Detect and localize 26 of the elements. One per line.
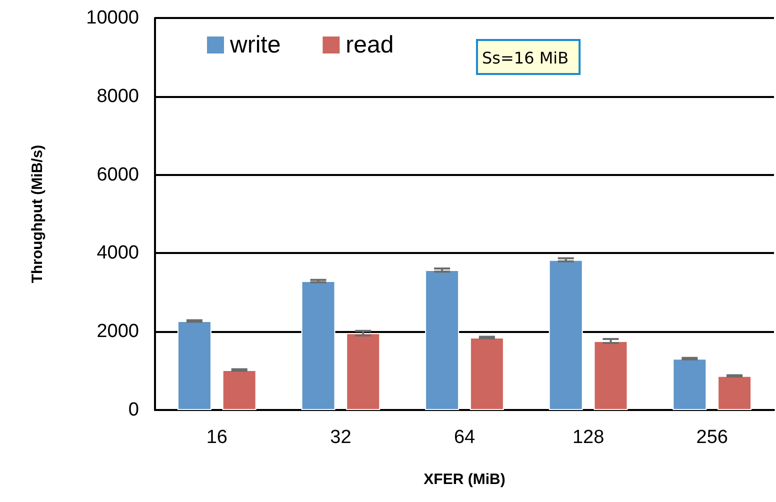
y-tick-label: 8000 xyxy=(96,86,139,107)
x-tick-label: 32 xyxy=(330,427,352,448)
x-axis-title: XFER (MiB) xyxy=(424,471,506,488)
bar xyxy=(594,341,628,410)
x-tick-label: 256 xyxy=(696,427,728,448)
bar xyxy=(672,358,707,410)
y-tick-label: 10000 xyxy=(86,8,139,28)
bar xyxy=(301,281,336,410)
x-tick-label: 16 xyxy=(206,427,228,448)
bar xyxy=(177,321,212,410)
y-tick-label: 6000 xyxy=(96,164,139,186)
x-tick-label: 64 xyxy=(454,427,476,448)
y-tick-label: 0 xyxy=(128,400,139,420)
y-tick-label: 4000 xyxy=(96,242,139,264)
bar xyxy=(548,260,583,410)
bar xyxy=(222,370,256,410)
bar xyxy=(425,270,460,410)
bar xyxy=(470,337,504,410)
y-tick-label: 2000 xyxy=(96,321,139,342)
bar xyxy=(718,376,752,410)
x-tick-label: 128 xyxy=(572,427,604,448)
y-axis-title: Throughput (MiB/s) xyxy=(29,144,46,284)
bar xyxy=(346,333,380,410)
legend-label: write xyxy=(229,32,281,58)
annotation: Ss=16 MiB xyxy=(482,48,569,68)
legend-label: read xyxy=(346,32,394,58)
